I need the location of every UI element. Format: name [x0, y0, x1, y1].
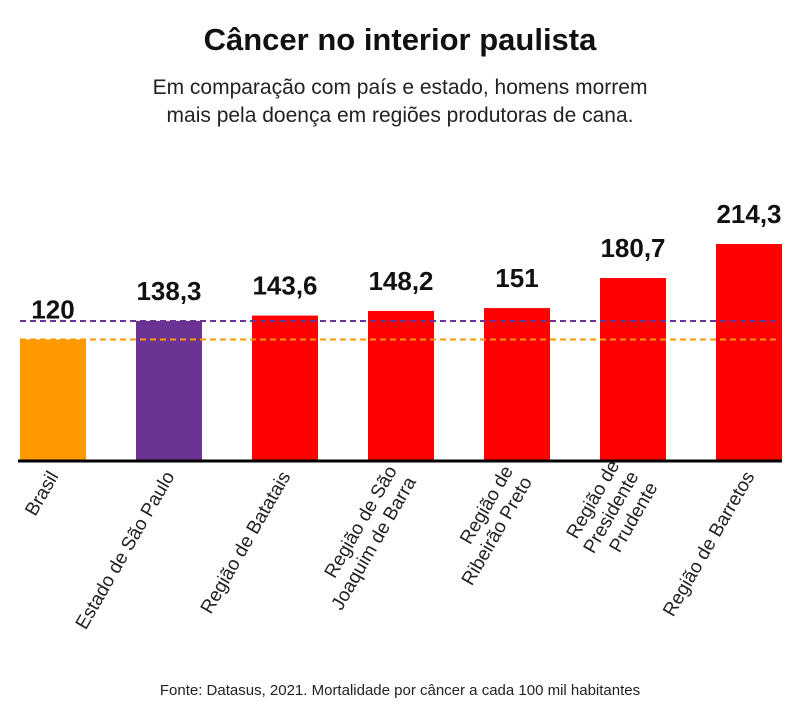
bar-5: [600, 278, 666, 461]
value-label-0: 120: [31, 294, 74, 324]
category-label-0: Brasil: [21, 468, 63, 520]
category-label-4: Região deRibeirão Preto: [439, 463, 537, 590]
category-label-6: Região de Barretos: [659, 468, 759, 620]
chart-title: Câncer no interior paulista: [203, 22, 597, 57]
bar-6: [716, 244, 782, 461]
source-note: Fonte: Datasus, 2021. Mortalidade por câ…: [159, 682, 641, 699]
value-label-6: 214,3: [716, 199, 781, 229]
value-label-4: 151: [495, 263, 538, 293]
value-label-1: 138,3: [136, 276, 201, 306]
category-label-0-line-0: Brasil: [21, 468, 63, 520]
category-label-3: Região de SãoJoaquim de Barra: [309, 462, 421, 614]
category-label-1-line-0: Estado de São Paulo: [72, 468, 179, 633]
chart-subtitle: Em comparação com país e estado, homens …: [0, 74, 800, 130]
bar-4: [484, 308, 550, 461]
category-label-6-line-0: Região de Barretos: [659, 468, 759, 620]
value-label-5: 180,7: [600, 233, 665, 263]
bar-3: [368, 310, 434, 461]
bar-1: [136, 320, 202, 461]
subtitle-line-1: Em comparação com país e estado, homens …: [152, 76, 648, 99]
value-label-3: 148,2: [368, 266, 433, 296]
category-label-1: Estado de São Paulo: [72, 468, 179, 633]
bar-2: [252, 315, 318, 461]
value-label-2: 143,6: [252, 271, 317, 301]
category-label-2-line-0: Região de Batatais: [197, 468, 295, 618]
category-label-2: Região de Batatais: [197, 468, 295, 618]
category-label-5: Região dePresidentePrudente: [561, 457, 663, 568]
bar-0: [20, 339, 86, 461]
subtitle-line-2: mais pela doença em regiões produtoras d…: [166, 104, 634, 127]
